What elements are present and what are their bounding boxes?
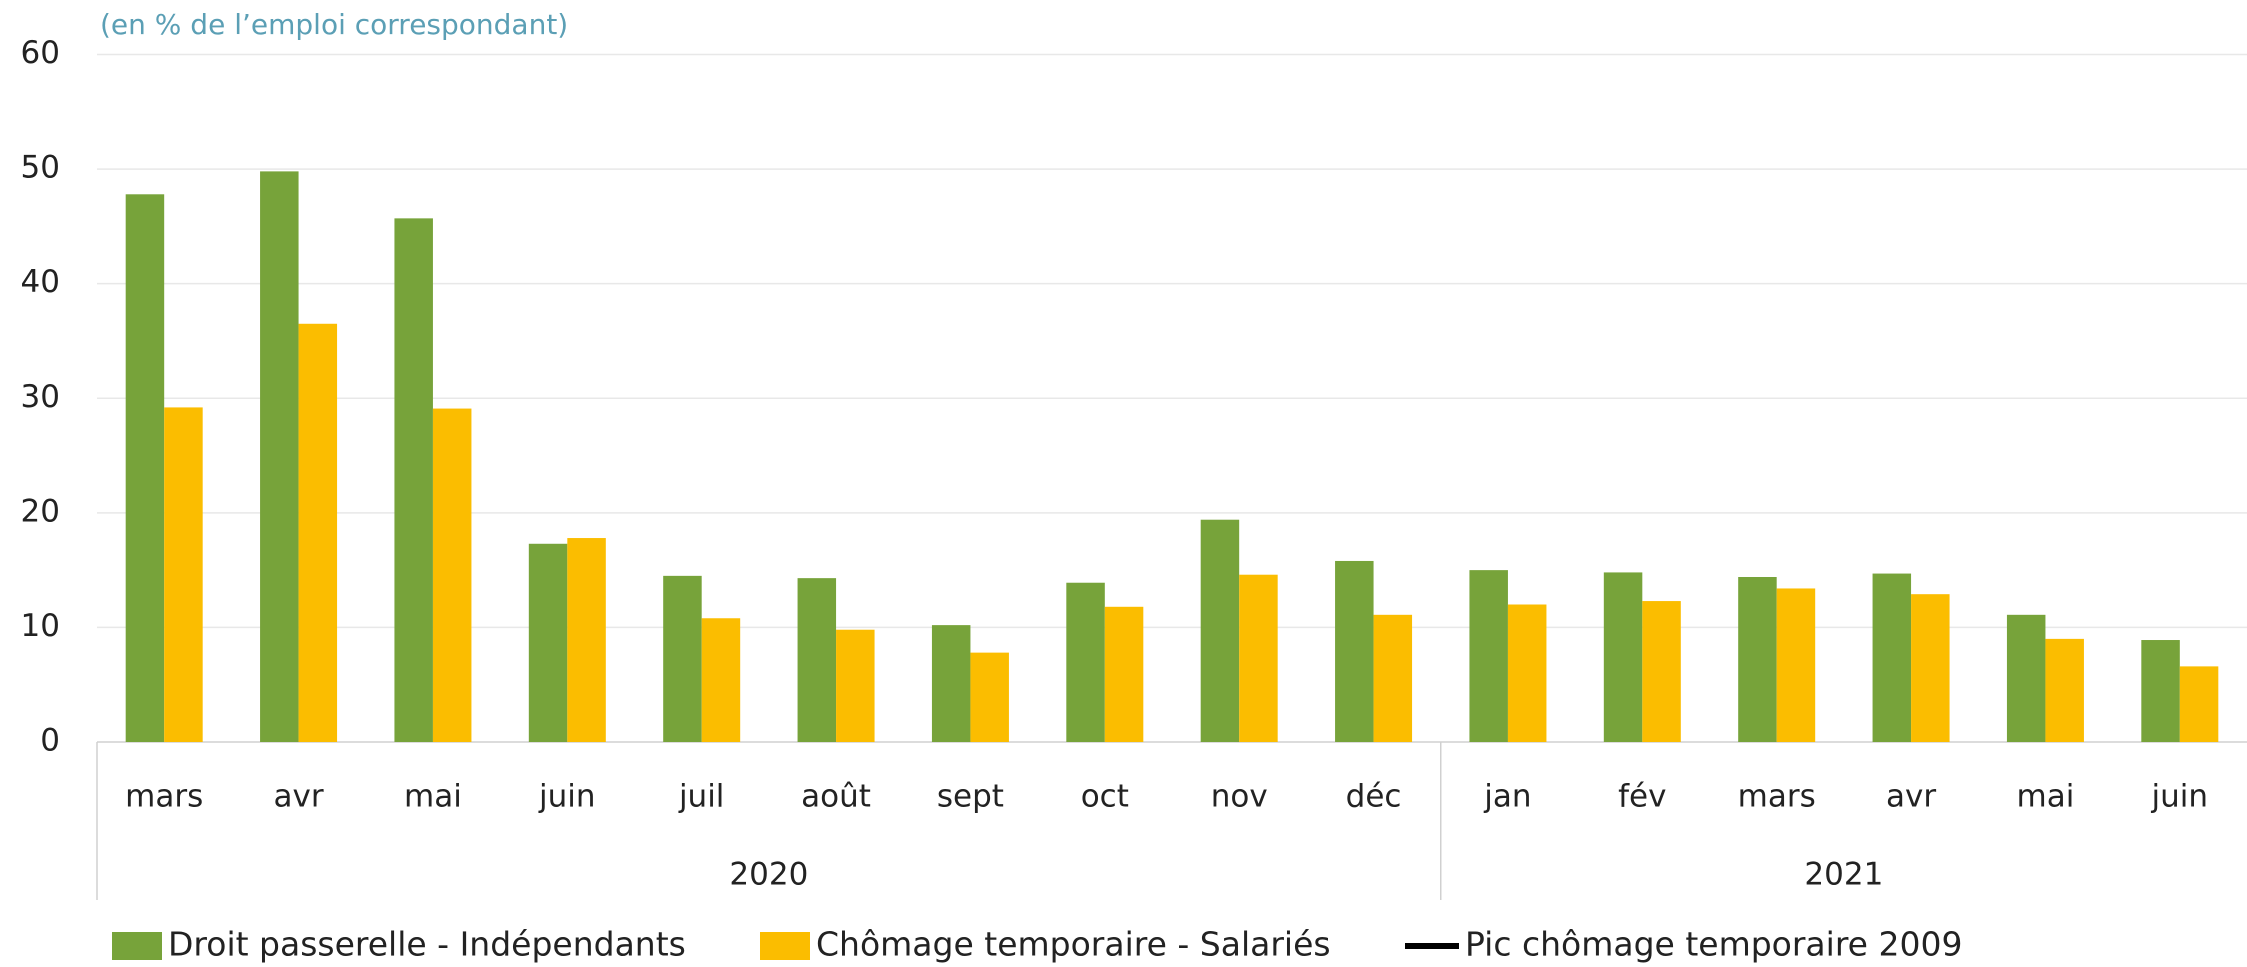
y-tick-label: 0 [40, 723, 60, 759]
bar [2141, 640, 2180, 742]
bar [1642, 601, 1681, 742]
legend-label: Chômage temporaire - Salariés [816, 925, 1331, 964]
x-tick-label: oct [1081, 779, 1129, 815]
bar [528, 543, 568, 742]
x-tick-label: mai [404, 779, 462, 815]
group-label: 2020 [729, 857, 808, 893]
legend-label: Droit passerelle - Indépendants [168, 925, 686, 964]
group-label: 2021 [1804, 857, 1883, 893]
x-tick-label: juil [678, 779, 725, 815]
bar [567, 538, 606, 742]
x-tick-label: mai [2017, 779, 2075, 815]
bar [663, 575, 702, 742]
bar [1239, 574, 1278, 742]
y-tick-label: 30 [21, 379, 60, 415]
bar [2179, 666, 2219, 742]
bar [298, 323, 338, 742]
bar [2045, 638, 2084, 742]
bar [701, 618, 741, 742]
legend-swatch [112, 932, 162, 960]
bar [260, 171, 299, 742]
bar [1507, 604, 1547, 742]
x-tick-label: mars [1738, 779, 1816, 815]
bar [2006, 614, 2046, 742]
bar [931, 625, 971, 742]
x-tick-label: juin [538, 779, 596, 815]
bar [1469, 570, 1508, 742]
x-tick-label: fév [1618, 779, 1666, 815]
legend-swatch [760, 932, 810, 960]
bar [1776, 588, 1816, 742]
chart-subtitle: (en % de l’emploi correspondant) [100, 8, 568, 41]
y-tick-label: 20 [21, 493, 60, 529]
bar [970, 652, 1009, 742]
bar [1335, 560, 1374, 742]
bar [394, 218, 433, 742]
x-tick-label: avr [1886, 779, 1936, 815]
x-tick-label: sept [937, 779, 1004, 815]
bar [1603, 572, 1643, 742]
y-tick-label: 60 [21, 35, 60, 71]
y-tick-label: 40 [21, 264, 60, 300]
bar [125, 194, 165, 742]
bar [1872, 573, 1912, 742]
x-tick-label: jan [1483, 779, 1531, 815]
x-tick-label: mars [125, 779, 203, 815]
legend-label: Pic chômage temporaire 2009 [1465, 925, 1962, 964]
bar [1104, 606, 1144, 742]
bar [164, 407, 203, 742]
bar [432, 408, 472, 742]
x-tick-label: nov [1211, 779, 1268, 815]
bar [1200, 519, 1240, 742]
x-tick-label: avr [274, 779, 324, 815]
bar [1911, 594, 1950, 742]
bar [1373, 614, 1413, 742]
y-tick-label: 10 [21, 608, 60, 644]
bar [1066, 582, 1105, 742]
x-tick-label: déc [1346, 779, 1402, 815]
bar [797, 578, 837, 742]
x-tick-label: juin [2151, 779, 2209, 815]
bar [1738, 577, 1777, 742]
bar [836, 629, 875, 742]
x-tick-label: août [801, 779, 871, 815]
y-tick-label: 50 [21, 150, 60, 186]
